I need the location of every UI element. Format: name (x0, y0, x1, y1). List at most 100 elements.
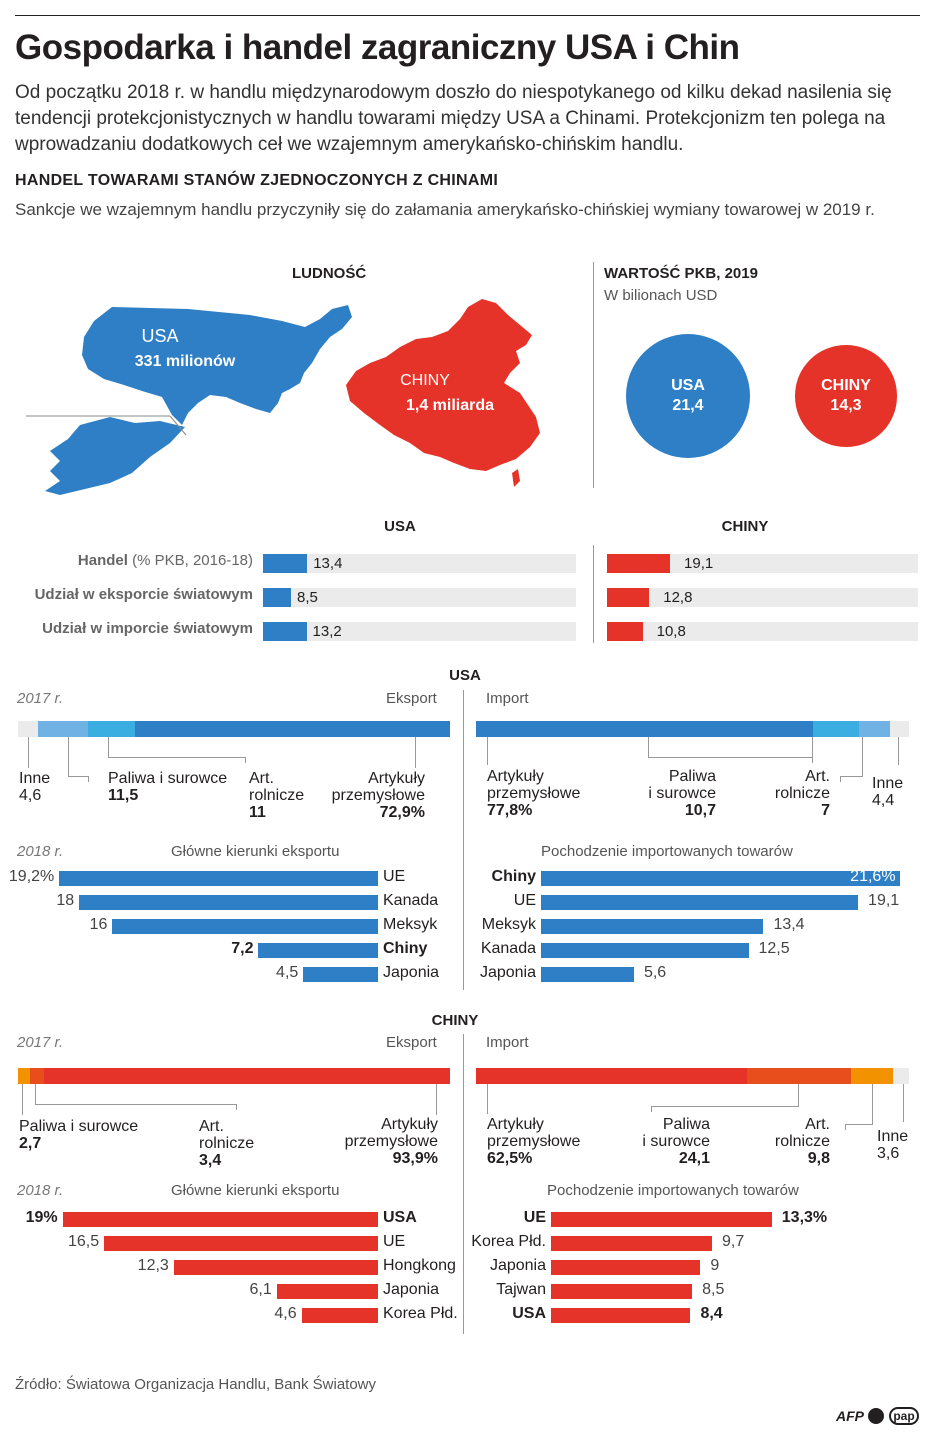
usa-dest-value: 16 (89, 916, 108, 933)
china-dest-bar (173, 1260, 378, 1275)
usa-dest-name: Japonia (383, 964, 440, 981)
china-exp-przem-value: 93,9% (392, 1150, 438, 1167)
trade-usa-track (263, 554, 576, 573)
china-imp-paliwa-label-b: i surowce (642, 1133, 710, 1150)
trade-row-label: Handel (% PKB, 2016-18) (0, 552, 253, 569)
usa-imp-art-label-a: Art. (805, 768, 830, 785)
leader-line-v (245, 757, 246, 763)
usa-imp-inne-value: 4,4 (872, 792, 895, 809)
leader-line-v (812, 757, 813, 763)
trade-china-value: 19,1 (684, 555, 714, 572)
china-dest-bar (104, 1236, 378, 1251)
trade-usa-bar (263, 622, 307, 641)
usa-import-segment (476, 721, 813, 737)
usa-orig-name: Chiny (491, 868, 536, 885)
usa-imp-paliwa-value: 10,7 (684, 802, 716, 819)
usa-exp-art-label-a: Art. (249, 770, 274, 787)
china-dest-name: UE (383, 1233, 406, 1250)
china-dest-value: 19% (25, 1209, 58, 1226)
trade-usa-value: 8,5 (297, 589, 318, 606)
china-export-segment (29, 1068, 45, 1084)
usa-dest-value: 18 (56, 892, 75, 909)
alaska-separator-diag (169, 415, 187, 436)
china-exp-art-label-a: Art. (199, 1118, 224, 1135)
china-orig-name: Tajwan (496, 1281, 546, 1298)
usa-export-segment (135, 721, 450, 737)
trade-usa-track (263, 588, 576, 607)
china-import-orig-title: Pochodzenie importowanych towarów (547, 1182, 799, 1199)
china-orig-bar (551, 1284, 693, 1299)
usa-orig-bar (541, 943, 749, 958)
logo-dot-icon (868, 1408, 884, 1424)
taiwan-map-icon (512, 469, 520, 487)
china-year-2018: 2018 r. (17, 1182, 64, 1199)
trade-row-label: Udział w eksporcie światowym (0, 586, 253, 603)
usa-dest-bar (303, 967, 378, 982)
china-dest-bar (276, 1284, 378, 1299)
china-import-segment (850, 1068, 894, 1084)
trade-row-label-bold: Udział w eksporcie światowym (34, 586, 253, 603)
leader-line-h (651, 1106, 799, 1107)
source-note: Źródło: Światowa Organizacja Handlu, Ban… (15, 1376, 377, 1393)
usa-export-dest-title: Główne kierunki eksportu (171, 843, 340, 860)
usa-imp-paliwa-label-a: Paliwa (668, 768, 716, 785)
usa-orig-name: UE (513, 892, 536, 909)
usa-imp-inne-label: Inne (872, 775, 904, 792)
usa-dest-name: Kanada (383, 892, 439, 909)
china-exp-paliwa-label: Paliwa i surowce (19, 1118, 139, 1135)
leader-line-v (487, 737, 488, 765)
usa-export-segment (87, 721, 136, 737)
china-pop-value: 1,4 miliarda (405, 397, 495, 414)
usa-pop-value: 331 milionów (134, 353, 236, 370)
gdp-usa-value: 21,4 (672, 397, 704, 414)
leader-line-v (862, 737, 863, 776)
leader-line-v (487, 1084, 488, 1114)
usa-exp-paliwa-value: 11,5 (108, 787, 139, 804)
china-orig-bar (551, 1308, 691, 1323)
china-block-divider (463, 1034, 464, 1334)
china-dest-name: Hongkong (383, 1257, 456, 1274)
china-dest-name: Korea Płd. (383, 1305, 458, 1322)
trade-china-bar (607, 622, 643, 641)
leader-line-v (28, 737, 29, 768)
usa-year-2018: 2018 r. (17, 843, 64, 860)
usa-export-segment (37, 721, 88, 737)
leader-line-v (415, 737, 416, 768)
china-imp-art-value: 9,8 (807, 1150, 830, 1167)
usa-map-icon (82, 305, 352, 425)
china-dest-value: 6,1 (249, 1281, 272, 1298)
leader-line-v (872, 1084, 873, 1124)
china-orig-name: UE (523, 1209, 546, 1226)
china-exp-art-label-b: rolnicze (199, 1135, 255, 1152)
china-imp-paliwa-value: 24,1 (678, 1150, 710, 1167)
leader-line-v (88, 776, 89, 782)
china-orig-value: 8,4 (700, 1305, 723, 1322)
china-orig-name: USA (512, 1305, 546, 1322)
trade-china-track (607, 588, 918, 607)
intro-text: Od początku 2018 r. w handlu międzynarod… (15, 82, 892, 155)
china-orig-value: 13,3% (781, 1209, 828, 1226)
usa-import-segment (812, 721, 860, 737)
trade-row-label-bold: Handel (77, 552, 128, 569)
china-map-icon (346, 299, 540, 471)
usa-imp-przem-label-a: Artykuły (487, 768, 544, 785)
leader-line-v (845, 1124, 846, 1130)
alaska-map-icon (45, 417, 185, 495)
usa-exp-art-label-b: rolnicze (249, 787, 305, 804)
china-export-segment (44, 1068, 450, 1084)
china-orig-name: Korea Płd. (471, 1233, 546, 1250)
usa-dest-bar (79, 895, 378, 910)
china-imp-inne-label: Inne (877, 1128, 909, 1145)
china-imp-art-label-b: rolnicze (774, 1133, 830, 1150)
usa-imp-przem-value: 77,8% (487, 802, 533, 819)
china-orig-bar (551, 1236, 713, 1251)
usa-import-segment (889, 721, 909, 737)
china-dest-name: USA (383, 1209, 417, 1226)
usa-dest-name: Chiny (383, 940, 428, 957)
gdp-title: WARTOŚĆ PKB, 2019 (604, 265, 758, 282)
china-dest-name: Japonia (383, 1281, 440, 1298)
china-orig-bar (551, 1260, 701, 1275)
china-exp-paliwa-value: 2,7 (19, 1135, 42, 1152)
trade-china-track (607, 622, 918, 641)
usa-exp-przem-label-a: Artykuły (368, 770, 425, 787)
